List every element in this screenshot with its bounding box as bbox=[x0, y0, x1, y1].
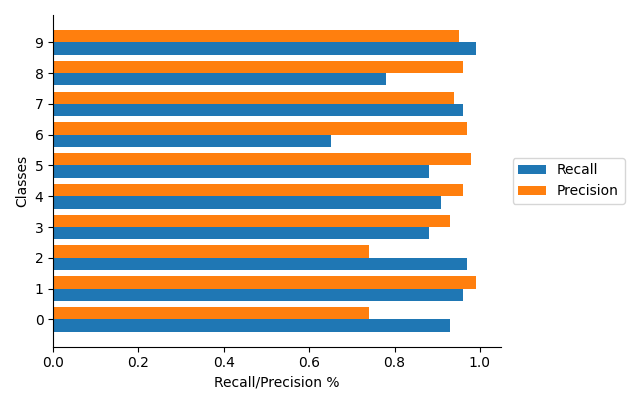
Bar bbox=[53, 43, 476, 55]
Bar bbox=[53, 135, 330, 147]
Bar bbox=[53, 289, 463, 301]
Bar bbox=[53, 104, 463, 116]
X-axis label: Recall/Precision %: Recall/Precision % bbox=[214, 376, 340, 390]
Bar bbox=[53, 30, 458, 43]
Bar bbox=[53, 215, 450, 227]
Bar bbox=[53, 245, 369, 258]
Bar bbox=[53, 166, 429, 178]
Bar bbox=[53, 227, 429, 239]
Bar bbox=[53, 319, 450, 332]
Bar bbox=[53, 184, 463, 196]
Bar bbox=[53, 153, 471, 166]
Bar bbox=[53, 258, 467, 270]
Bar bbox=[53, 196, 442, 209]
Bar bbox=[53, 92, 454, 104]
Bar bbox=[53, 307, 369, 319]
Bar bbox=[53, 122, 467, 135]
Legend: Recall, Precision: Recall, Precision bbox=[513, 158, 625, 204]
Bar bbox=[53, 61, 463, 73]
Y-axis label: Classes: Classes bbox=[15, 155, 29, 207]
Bar bbox=[53, 276, 476, 289]
Bar bbox=[53, 73, 386, 85]
